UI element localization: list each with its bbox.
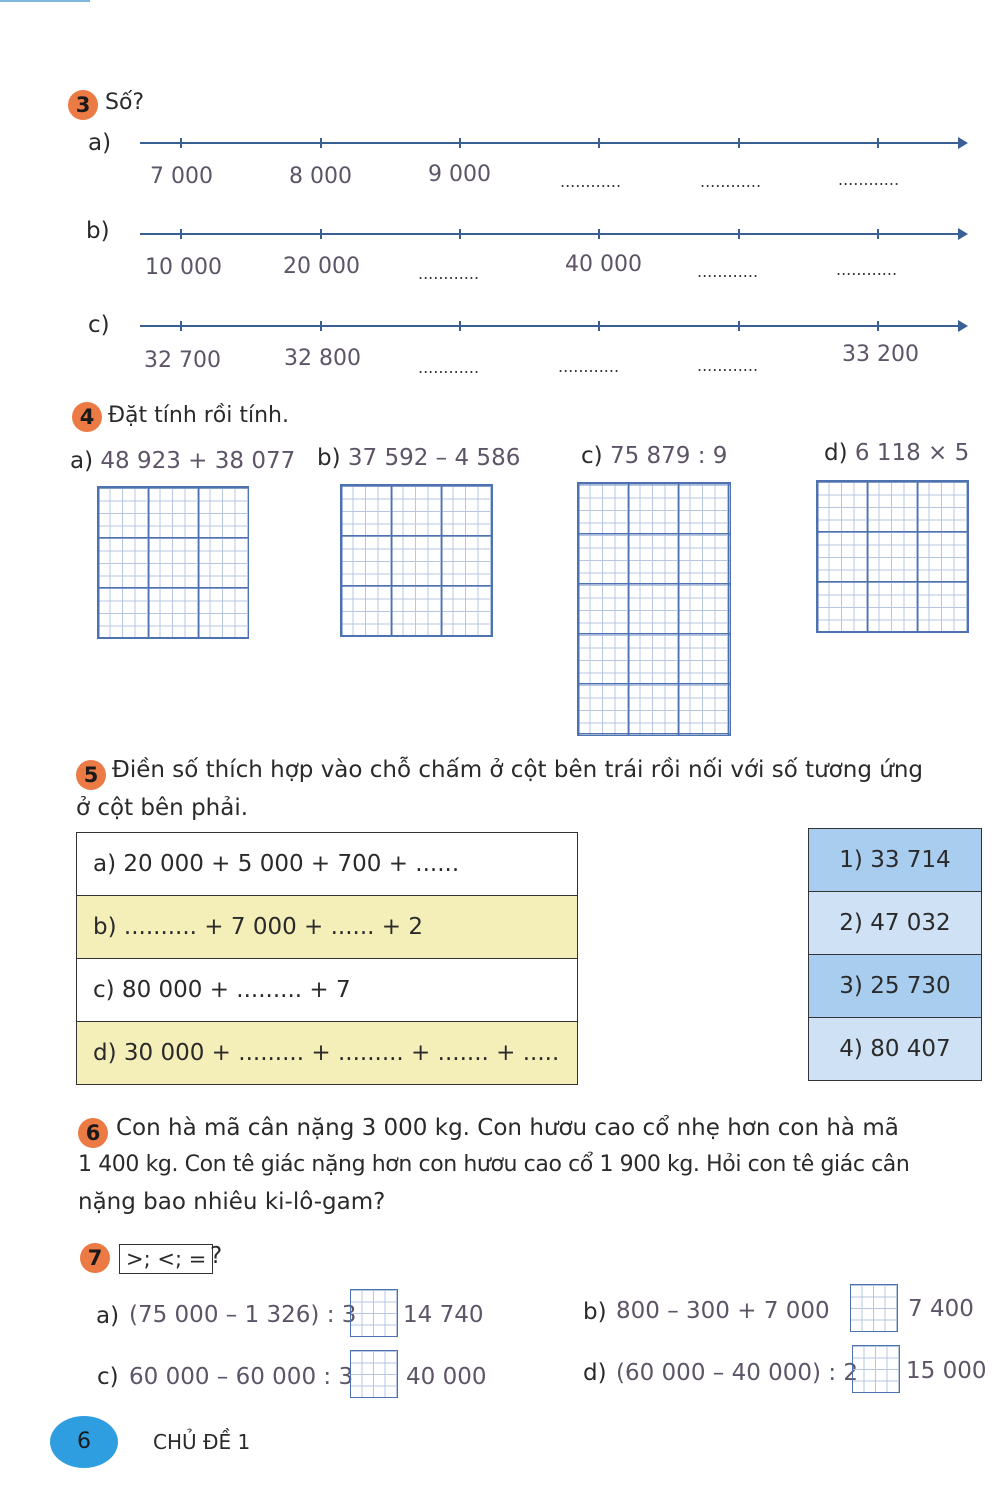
ex4-a-label: a) — [70, 448, 94, 474]
ex4-a-work-grid[interactable] — [97, 486, 249, 639]
ex4-d-work-grid[interactable] — [816, 480, 969, 633]
right-row-2[interactable]: 2) 47 032 — [808, 892, 982, 955]
exercise-4-badge: 4 — [72, 402, 102, 432]
left-row-c[interactable]: c) 80 000 + ......... + 7 — [76, 959, 578, 1022]
ex3-b-blank[interactable]: ............ — [697, 262, 759, 281]
ex3-b-value: 10 000 — [145, 255, 222, 280]
exercise-4-title: Đặt tính rồi tính. — [108, 403, 289, 428]
ex4-c-work-grid[interactable] — [577, 482, 731, 736]
ex7-c-answer-box[interactable] — [350, 1350, 398, 1398]
ex3-c-value: 32 800 — [284, 346, 361, 371]
comparison-symbols-box: >; <; = — [119, 1244, 214, 1274]
ex3-c-value: 32 700 — [144, 348, 221, 373]
ex4-b-work-grid[interactable] — [340, 484, 493, 637]
ex3-a-value: 9 000 — [428, 162, 491, 187]
ex3-a-blank[interactable]: ............ — [560, 172, 622, 191]
ex3-a-blank[interactable]: ............ — [700, 172, 762, 191]
ex4-b-expr: 37 592 – 4 586 — [347, 445, 521, 471]
ex4-c-expr: 75 879 : 9 — [609, 443, 728, 469]
ex3-a-blank[interactable]: ............ — [838, 170, 900, 189]
ex7-c-label: c) — [97, 1364, 119, 1390]
number-line-a — [140, 137, 968, 149]
ex3-c-blank[interactable]: ............ — [558, 357, 620, 376]
ex7-c-right: 40 000 — [406, 1364, 487, 1390]
ex4-c-label: c) — [581, 443, 603, 469]
ex7-c-left: 60 000 – 60 000 : 3 — [129, 1364, 354, 1390]
ex7-b-label: b) — [583, 1299, 607, 1325]
number-line-b — [140, 228, 968, 240]
ex3-a-value: 8 000 — [289, 164, 352, 189]
ex7-d-answer-box[interactable] — [852, 1345, 900, 1393]
ex4-c: c) 75 879 : 9 — [581, 443, 727, 469]
exercise-5-badge: 5 — [76, 760, 106, 790]
ex7-d-right: 15 000 — [906, 1358, 987, 1384]
exercise-3-title: Số? — [105, 90, 145, 115]
exercise-7-badge: 7 — [80, 1243, 110, 1273]
ex4-a-expr: 48 923 + 38 077 — [100, 448, 296, 474]
ex7-a-right: 14 740 — [403, 1302, 484, 1328]
right-row-1[interactable]: 1) 33 714 — [808, 829, 982, 892]
ex3-c-blank[interactable]: ............ — [418, 358, 480, 377]
exercise-7-question: ? — [210, 1243, 223, 1269]
exercise-6-line1: Con hà mã cân nặng 3 000 kg. Con hươu ca… — [116, 1115, 899, 1141]
ex3-b-value: 20 000 — [283, 254, 360, 279]
ex7-b-right: 7 400 — [908, 1296, 974, 1322]
exercise-6-badge: 6 — [78, 1118, 108, 1148]
ex4-d-label: d) — [824, 440, 848, 466]
top-rule — [0, 0, 90, 2]
exercise-6-line2: 1 400 kg. Con tê giác nặng hơn con hươu … — [78, 1152, 910, 1177]
exercise-3-badge: 3 — [68, 90, 98, 120]
ex4-d: d) 6 118 × 5 — [824, 440, 969, 466]
ex7-d-label: d) — [583, 1360, 607, 1386]
ex3-a-label: a) — [88, 130, 112, 156]
right-row-4[interactable]: 4) 80 407 — [808, 1018, 982, 1081]
ex3-c-blank[interactable]: ............ — [697, 356, 759, 375]
right-row-3[interactable]: 3) 25 730 — [808, 955, 982, 1018]
left-row-a[interactable]: a) 20 000 + 5 000 + 700 + ...... — [76, 833, 578, 896]
ex3-c-value: 33 200 — [842, 342, 919, 367]
left-row-b[interactable]: b) .......... + 7 000 + ...... + 2 — [76, 896, 578, 959]
ex4-d-expr: 6 118 × 5 — [854, 440, 970, 466]
exercise-5-title-line2: ở cột bên phải. — [76, 795, 249, 821]
exercise-5-title-line1: Điền số thích hợp vào chỗ chấm ở cột bên… — [112, 757, 923, 783]
ex7-a-answer-box[interactable] — [350, 1289, 398, 1337]
ex7-a-label: a) — [96, 1303, 120, 1329]
exercise-6-line3: nặng bao nhiêu ki-lô-gam? — [78, 1189, 386, 1215]
ex4-a: a) 48 923 + 38 077 — [70, 448, 295, 474]
ex7-a-left: (75 000 – 1 326) : 3 — [129, 1302, 357, 1328]
ex3-b-blank[interactable]: ............ — [836, 260, 898, 279]
number-line-c — [140, 320, 968, 332]
ex7-b-left: 800 – 300 + 7 000 — [616, 1298, 830, 1324]
ex7-d-left: (60 000 – 40 000) : 2 — [616, 1360, 859, 1386]
ex4-b: b) 37 592 – 4 586 — [317, 445, 520, 471]
ex3-b-label: b) — [86, 218, 110, 244]
ex7-b-answer-box[interactable] — [850, 1284, 898, 1332]
ex3-a-value: 7 000 — [150, 164, 213, 189]
chapter-label: CHỦ ĐỀ 1 — [153, 1430, 251, 1454]
ex3-c-label: c) — [88, 312, 110, 338]
ex3-b-value: 40 000 — [565, 252, 642, 277]
ex4-b-label: b) — [317, 445, 341, 471]
ex3-b-blank[interactable]: ............ — [418, 264, 480, 283]
page-number: 6 — [50, 1416, 118, 1468]
left-row-d[interactable]: d) 30 000 + ......... + ......... + ....… — [76, 1022, 578, 1085]
